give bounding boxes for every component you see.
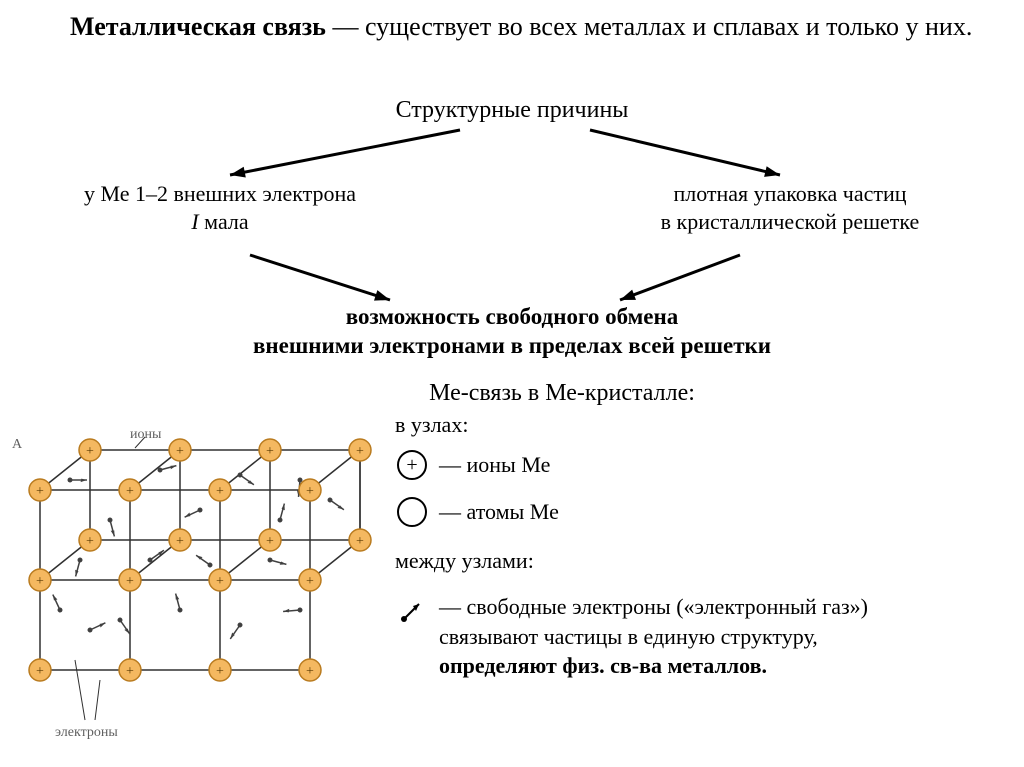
svg-text:+: + bbox=[266, 534, 274, 549]
legend-atoms-text: — атомы Ме bbox=[439, 499, 559, 525]
legend-ions-text: — ионы Ме bbox=[439, 452, 550, 478]
lattice-corner-label: А bbox=[12, 437, 22, 453]
ion-symbol: + bbox=[395, 448, 429, 482]
atom-symbol bbox=[395, 495, 429, 529]
svg-text:+: + bbox=[86, 534, 94, 549]
svg-text:+: + bbox=[216, 664, 224, 679]
legend-electrons-line3: определяют физ. св-ва металлов. bbox=[439, 651, 868, 681]
legend-electrons-line1: — свободные электроны («электронный газ»… bbox=[439, 592, 868, 622]
svg-text:+: + bbox=[216, 484, 224, 499]
legend-electrons-line2: связывают частицы в единую структуру, bbox=[439, 622, 868, 652]
legend-nodes-heading: в узлах: bbox=[395, 412, 468, 438]
svg-text:+: + bbox=[126, 574, 134, 589]
svg-text:+: + bbox=[176, 534, 184, 549]
svg-text:+: + bbox=[266, 444, 274, 459]
svg-text:+: + bbox=[86, 444, 94, 459]
svg-text:+: + bbox=[36, 574, 44, 589]
legend-atoms-row: — атомы Ме bbox=[395, 495, 559, 537]
svg-text:+: + bbox=[306, 484, 314, 499]
svg-text:+: + bbox=[306, 574, 314, 589]
svg-text:+: + bbox=[356, 534, 364, 549]
lattice-electrons-label: электроны bbox=[55, 725, 118, 741]
svg-text:+: + bbox=[306, 664, 314, 679]
svg-text:+: + bbox=[126, 484, 134, 499]
svg-text:+: + bbox=[176, 444, 184, 459]
electron-symbol bbox=[395, 594, 429, 628]
svg-text:+: + bbox=[216, 574, 224, 589]
lattice-ions-label: ионы bbox=[130, 427, 161, 443]
legend-between-heading: между узлами: bbox=[395, 548, 534, 574]
svg-text:+: + bbox=[126, 664, 134, 679]
svg-text:+: + bbox=[36, 664, 44, 679]
svg-text:+: + bbox=[36, 484, 44, 499]
legend-ions-row: + — ионы Ме bbox=[395, 448, 550, 490]
legend-electrons-row: — свободные электроны («электронный газ»… bbox=[395, 592, 1019, 681]
svg-text:+: + bbox=[356, 444, 364, 459]
